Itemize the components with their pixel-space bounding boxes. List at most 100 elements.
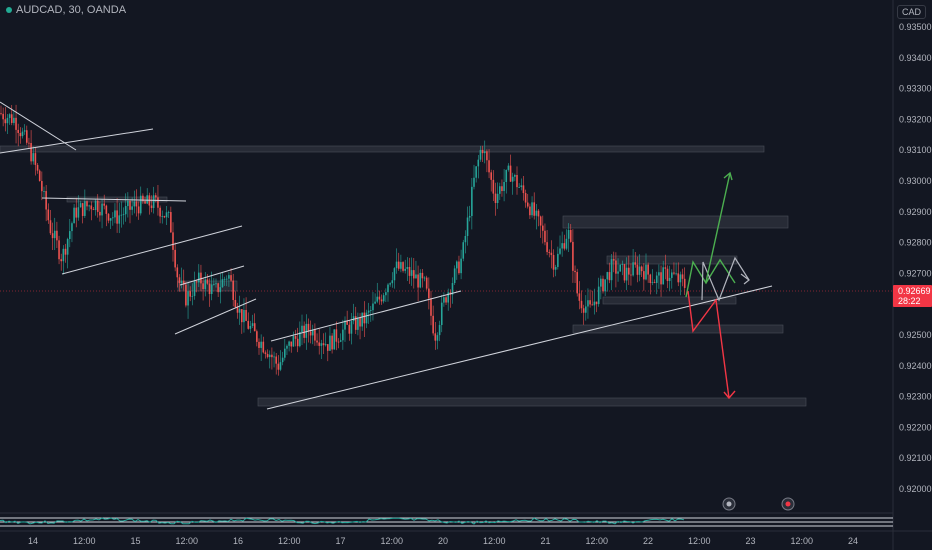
candle-down [144,201,146,204]
flag-bottom[interactable] [174,298,257,335]
trendline-down-top-left[interactable] [0,101,77,151]
time-tick-label: 12:00 [483,536,506,546]
candle-down [445,297,447,303]
price-tick-label: 0.93400 [899,53,932,63]
candle-down [307,323,310,332]
currency-selector[interactable]: CAD [896,5,926,19]
range-zigzag[interactable] [701,256,750,302]
range-bottom-zone[interactable] [602,296,737,305]
candle-up [161,216,164,217]
resistance-zone-upper[interactable] [0,145,765,153]
major-trendline-up[interactable] [266,285,773,410]
candle-up [288,341,290,346]
channel-top-mid[interactable] [270,290,462,342]
candle-down [241,309,243,323]
candle-down [569,229,572,242]
candle-up [324,344,327,346]
candle-down [492,179,495,194]
price-axis[interactable]: 0.93500 0.93400 0.93300 0.93200 0.93100 0.930… [899,22,932,494]
range-top-zone[interactable] [606,255,738,265]
candle-down [539,216,542,226]
candle-down [41,180,43,192]
candle-up [535,210,538,216]
candle-up [638,266,641,275]
flag-top[interactable] [179,265,245,286]
candle-down [316,340,318,343]
candle-down [2,113,4,120]
price-tick-label: 0.93200 [899,114,932,124]
candle-down [643,271,645,280]
candle-up [554,266,557,270]
candle-down [36,164,39,171]
candle-down [264,352,267,354]
candle-down [75,207,78,218]
candle-up [443,297,445,303]
bullish-target-arrow[interactable] [705,172,731,283]
candle-down [542,225,544,231]
price-tick-label: 0.92400 [899,361,932,371]
candle-up [561,243,563,249]
candle-down [137,206,140,214]
candle-down [522,185,525,194]
candle-up [382,295,385,302]
price-tick-label: 0.92000 [899,484,932,494]
market-status-dot [6,7,12,14]
candle-down [576,272,578,294]
candle-up [557,253,559,267]
channel-top-left[interactable] [41,197,187,202]
candle-up [496,193,499,203]
candle-up [210,284,213,295]
channel-bottom-left[interactable] [61,225,243,275]
time-tick-label: 24 [848,536,858,546]
range-arrowhead [740,273,750,285]
candle-up [73,207,75,224]
candle-down [234,299,237,308]
bearish-target-arrow[interactable] [687,290,730,399]
candle-down [509,165,512,182]
candle-up [127,200,129,207]
candle-up [139,195,142,214]
candle-up [94,200,97,210]
time-tick-label: 23 [745,536,755,546]
candle-up [23,130,26,132]
candle-down [664,267,667,269]
time-tick-label: 20 [438,536,448,546]
bullish-zigzag[interactable] [685,258,736,298]
candle-up [593,301,596,306]
candle-up [180,280,183,284]
supply-zone-right[interactable] [562,215,789,229]
candle-up [204,279,207,290]
candle-down [206,279,209,284]
candle-down [51,233,54,239]
time-axis[interactable]: 14 12:00 15 12:00 16 12:00 17 12:00 20 12:00 21 12:… [28,536,858,546]
candle-down [666,268,669,282]
candle-up [505,169,508,183]
economic-event-icon-core [726,501,732,507]
candle-down [337,341,340,343]
oscillator-pane[interactable] [0,512,932,532]
candle-up [213,284,215,286]
candle-up [621,264,624,265]
candle-down [19,132,22,137]
trendline-up-top-left[interactable] [0,128,154,154]
candle-down [81,203,84,216]
candle-up [668,277,671,282]
candle-down [105,205,108,214]
candle-down [107,213,110,221]
candle-down [574,270,576,273]
candle-up [651,282,654,284]
candle-down [378,296,381,300]
candle-down [380,299,383,302]
candle-up [219,287,222,293]
demand-zone-right[interactable] [572,324,784,334]
candle-down [589,300,591,305]
candle-up [456,261,458,269]
candle-down [159,207,161,217]
demand-zone-lower[interactable] [257,397,807,407]
time-tick-label: 16 [233,536,243,546]
candle-up [477,159,480,167]
candle-up [84,201,86,216]
candle-down [236,307,239,313]
candle-down [649,274,652,283]
